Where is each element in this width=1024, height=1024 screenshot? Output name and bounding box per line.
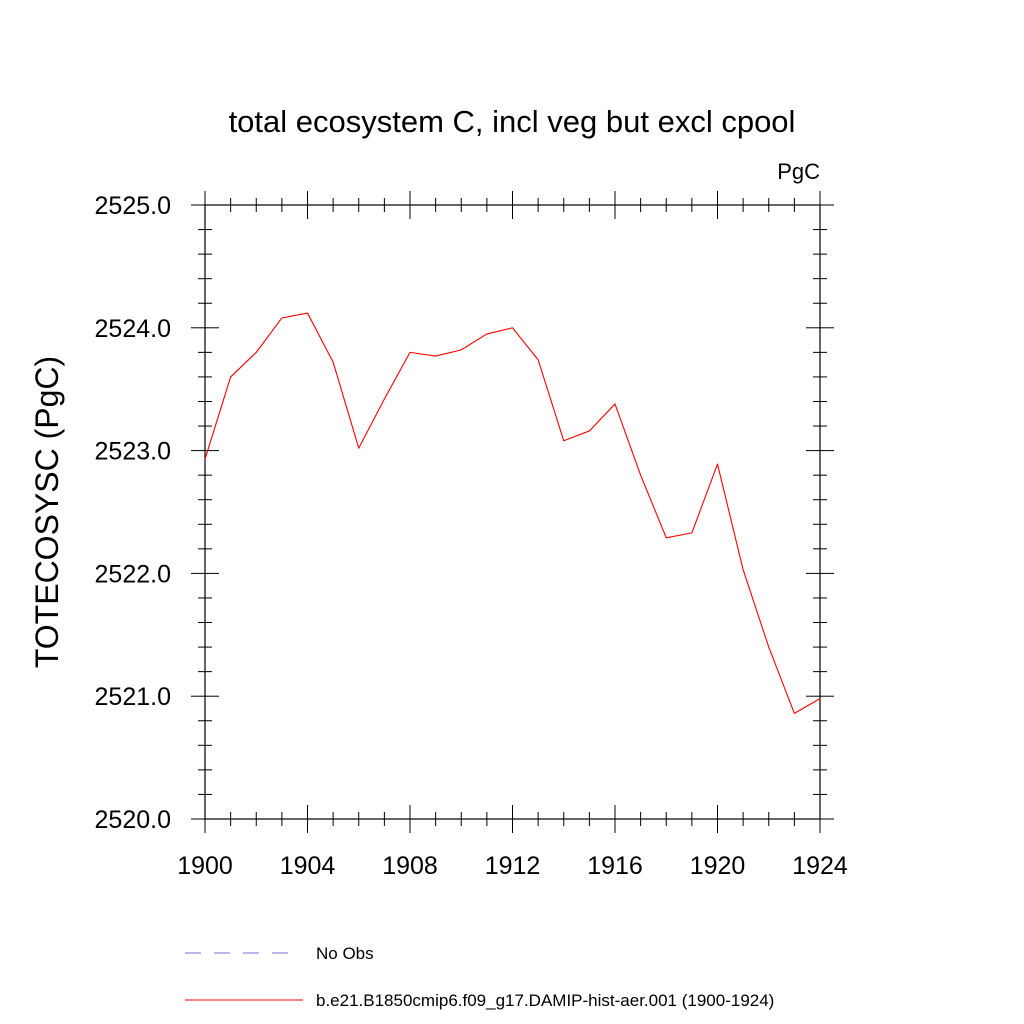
units-label: PgC xyxy=(777,159,820,184)
y-axis-title: TOTECOSYSC (PgC) xyxy=(29,356,65,668)
y-tick-label: 2523.0 xyxy=(95,438,171,466)
chart-title: total ecosystem C, incl veg but excl cpo… xyxy=(229,104,796,139)
legend: No Obs b.e21.B1850cmip6.f09_g17.DAMIP-hi… xyxy=(185,944,774,1010)
y-tick-label: 2520.0 xyxy=(95,806,171,834)
legend-label-no-obs: No Obs xyxy=(316,944,374,963)
y-tick-label: 2524.0 xyxy=(95,315,171,343)
axis-tick-labels: 1900 1904 1908 1912 1916 1920 1924 2520.0 2521.0… xyxy=(95,192,848,880)
series-layer xyxy=(204,312,821,714)
axis-ticks xyxy=(191,191,834,833)
y-tick-label: 2522.0 xyxy=(95,560,171,588)
series-line-0 xyxy=(204,312,821,714)
x-tick-label: 1904 xyxy=(280,852,336,880)
x-tick-label: 1920 xyxy=(690,852,746,880)
plot-frame xyxy=(204,204,821,820)
y-tick-label: 2521.0 xyxy=(95,683,171,711)
y-tick-label: 2525.0 xyxy=(95,192,171,220)
x-tick-label: 1912 xyxy=(485,852,541,880)
x-tick-label: 1908 xyxy=(382,852,438,880)
x-tick-label: 1916 xyxy=(587,852,643,880)
x-tick-label: 1924 xyxy=(792,852,848,880)
legend-label-series: b.e21.B1850cmip6.f09_g17.DAMIP-hist-aer.… xyxy=(316,991,774,1010)
x-tick-label: 1900 xyxy=(177,852,233,880)
